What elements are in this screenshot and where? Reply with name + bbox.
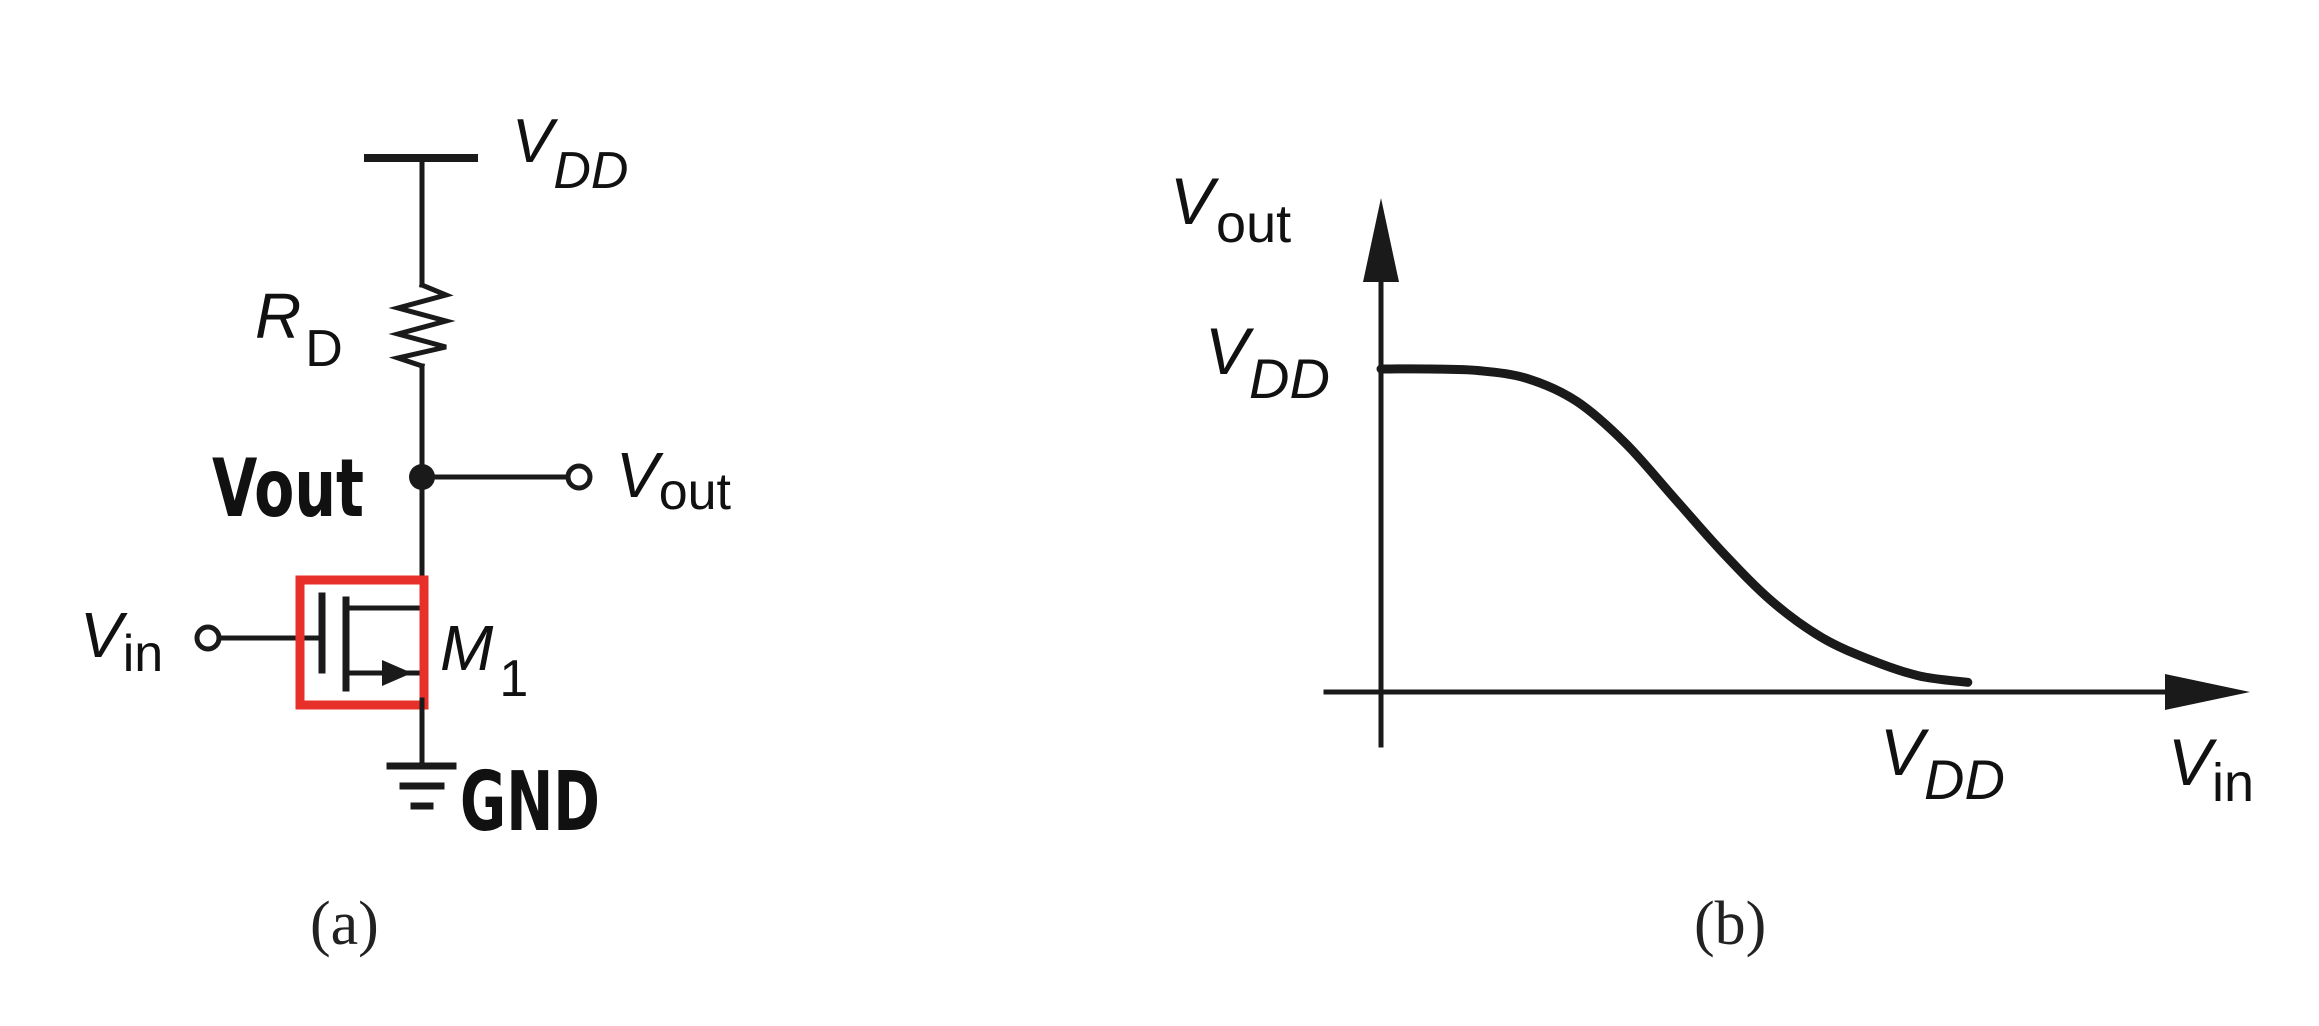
vout-handwritten-annotation: Vout	[212, 442, 364, 535]
vdd-label: VDD	[512, 107, 628, 200]
vin-label: Vin	[80, 599, 163, 683]
rd-label: RD	[255, 280, 343, 378]
x-axis-arrow-icon	[2165, 674, 2250, 710]
vout-label: Vout	[616, 439, 732, 521]
transistor-highlight-box	[295, 575, 429, 710]
panel-a-caption: (a)	[310, 890, 379, 958]
ground-icon	[386, 762, 457, 810]
panel-b-chart: Vout VDD VDD Vin (b)	[1170, 164, 2254, 958]
y-axis-arrow-icon	[1363, 198, 1399, 282]
x-tick-vdd-label: VDD	[1880, 715, 2005, 811]
y-tick-vdd-label: VDD	[1205, 314, 1330, 410]
transfer-curve	[1376, 364, 1973, 687]
nmos-m1	[318, 584, 425, 693]
gnd-handwritten-label: GND	[460, 755, 600, 850]
vout-terminal	[565, 463, 593, 491]
panel-b-caption: (b)	[1694, 890, 1766, 958]
y-axis-label: Vout	[1170, 164, 1291, 254]
resistor-rd	[388, 281, 456, 370]
x-axis-label: Vin	[2168, 725, 2254, 813]
vin-terminal	[194, 624, 222, 652]
source-arrow-icon	[382, 660, 412, 686]
